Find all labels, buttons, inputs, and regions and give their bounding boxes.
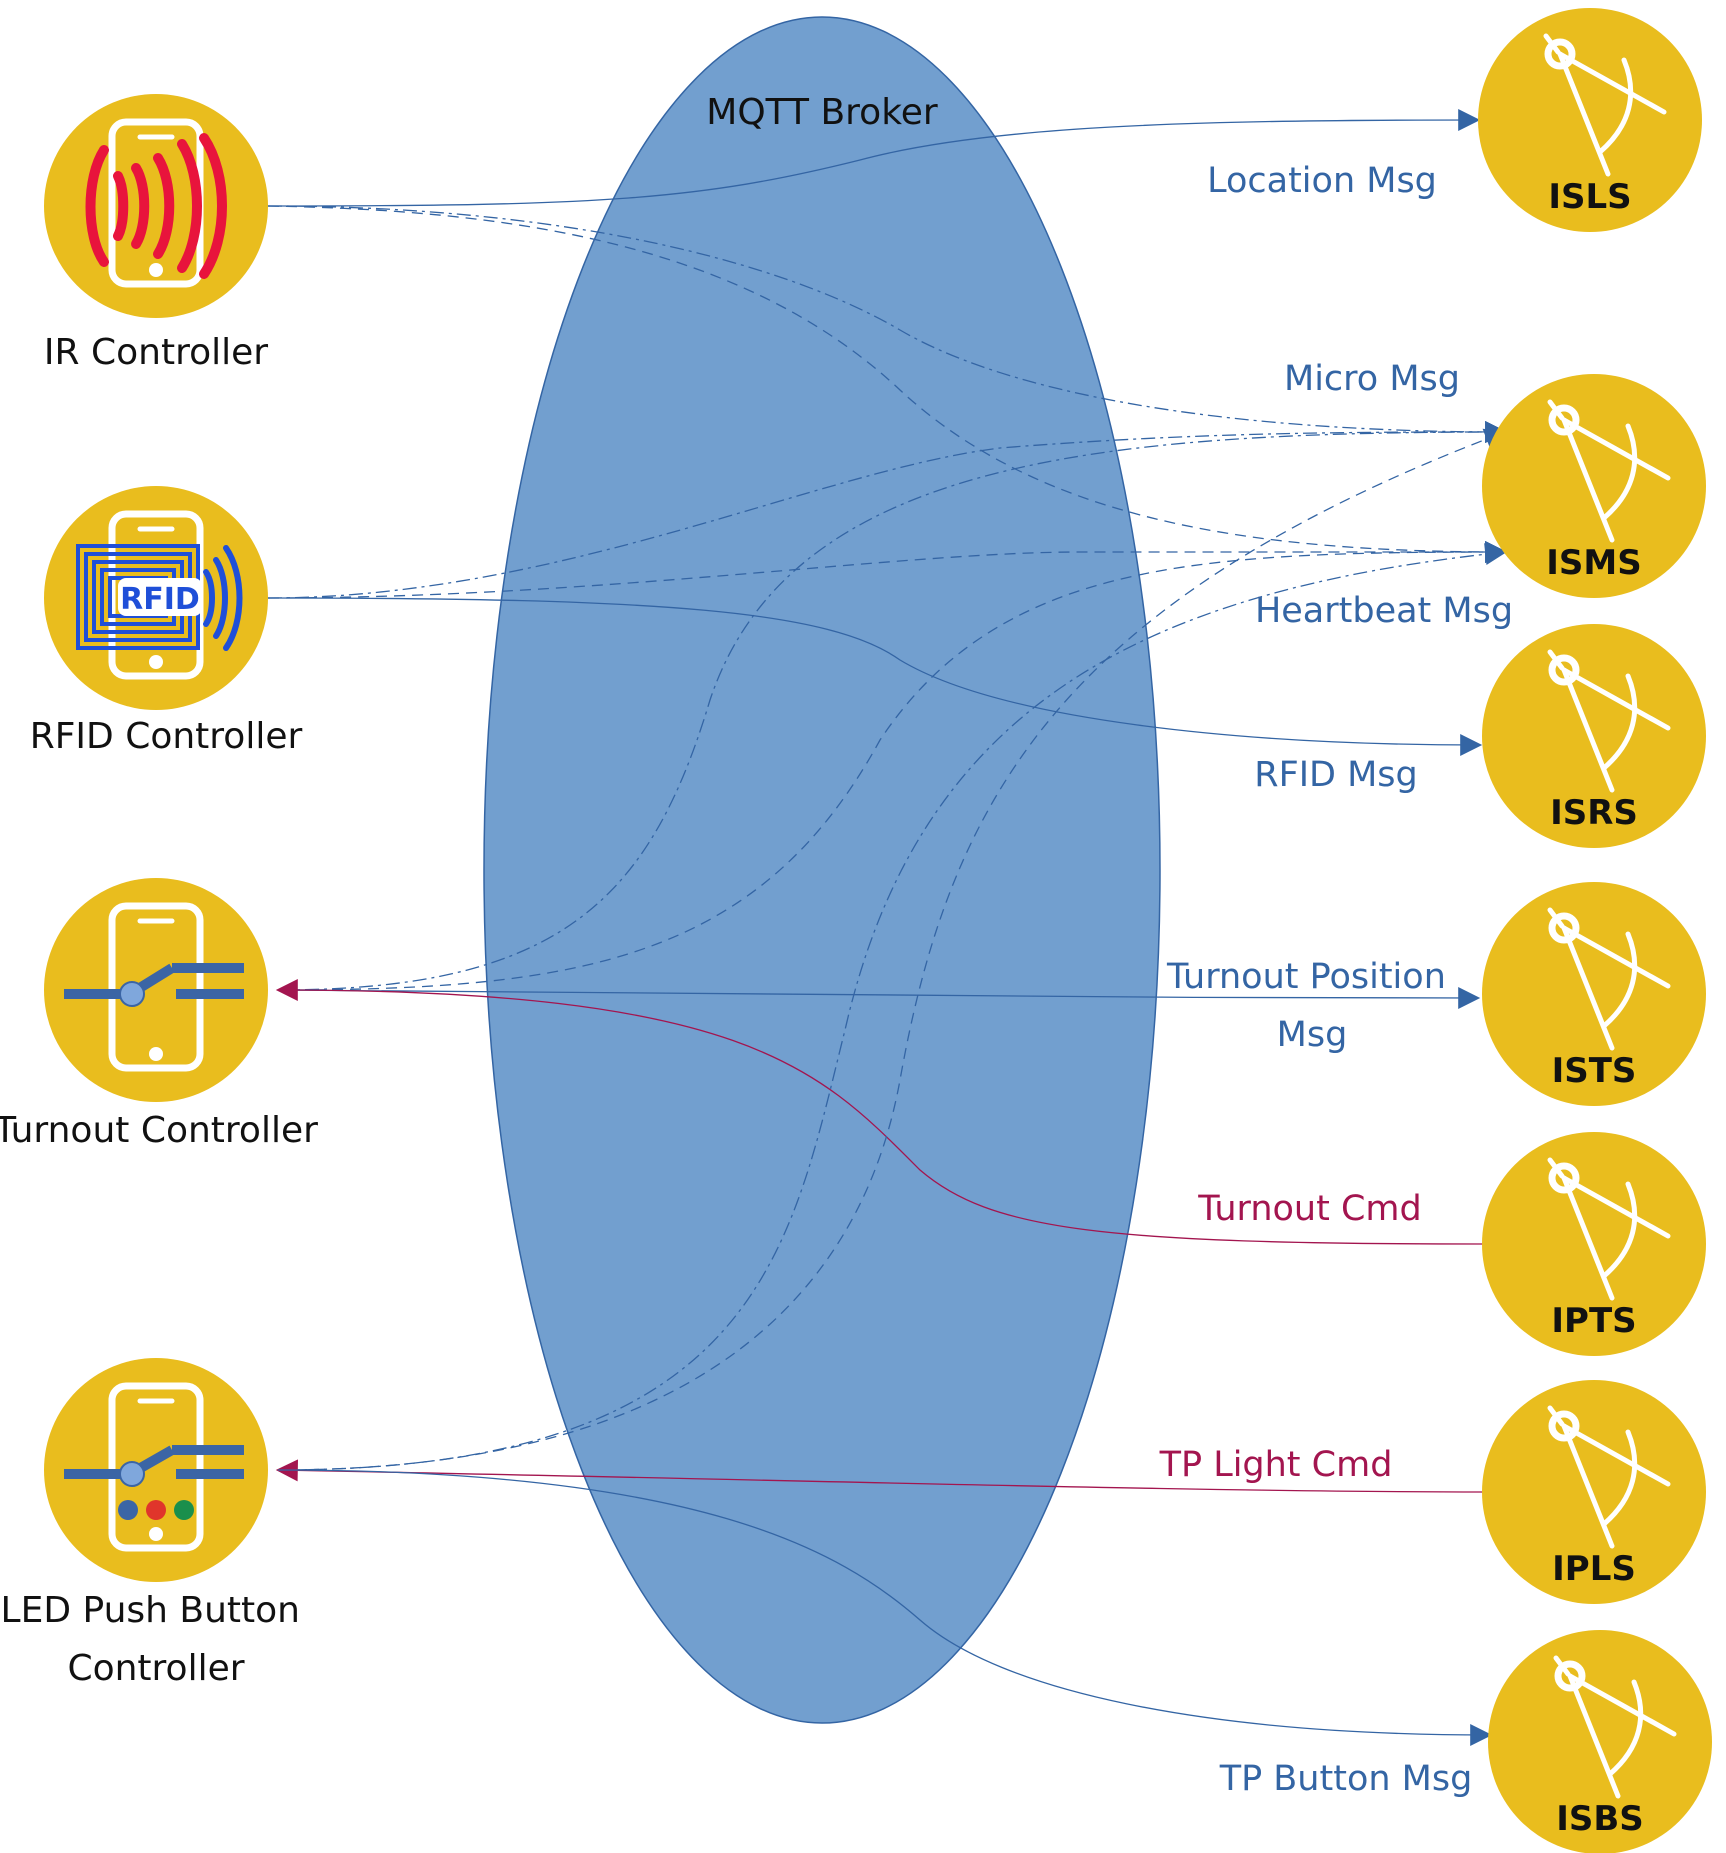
turnout-switch-phone-icon	[64, 902, 244, 1072]
message-labels: Location Msg Micro Msg Heartbeat Msg RFI…	[1159, 161, 1513, 1799]
server-label-ipls: IPLS	[1552, 1549, 1636, 1589]
led-green-indicator	[174, 1500, 194, 1520]
ir-controller-label: IR Controller	[44, 332, 268, 373]
edge-rfid-isms-micro	[267, 421, 1508, 599]
rfid-controller-label: RFID Controller	[30, 716, 303, 757]
server-label-ipts: IPTS	[1551, 1301, 1636, 1341]
label-rfid-msg: RFID Msg	[1254, 755, 1418, 795]
server-label-isrs: ISRS	[1550, 793, 1638, 833]
led-controller-circle	[44, 1358, 268, 1582]
server-label-isls: ISLS	[1548, 177, 1631, 217]
label-turnout-cmd: Turnout Cmd	[1197, 1189, 1421, 1229]
led-push-button-controller-node[interactable]: LED Push Button Controller	[1, 1358, 312, 1689]
connection-lines	[267, 109, 1508, 1746]
server-circle-isrs	[1482, 624, 1706, 848]
turnout-controller-node[interactable]: Turnout Controller	[0, 878, 318, 1151]
compass-icon	[1553, 1655, 1677, 1799]
rfid-phone-icon: RFID	[76, 510, 243, 680]
server-node-isrs[interactable]: ISRS	[1482, 624, 1706, 848]
ir-phone-icon	[85, 118, 227, 288]
label-heartbeat-msg: Heartbeat Msg	[1255, 591, 1513, 631]
edge-led-isms-micro	[277, 543, 1508, 1471]
label-tp-light-cmd: TP Light Cmd	[1159, 1445, 1393, 1485]
server-node-ipts[interactable]: IPTS	[1482, 1132, 1706, 1356]
server-circle-ipls	[1482, 1380, 1706, 1604]
edge-turnout-isms-heartbeat	[277, 541, 1508, 991]
svg-text:RFID: RFID	[120, 582, 200, 617]
edge-ir-isls-location	[267, 109, 1481, 207]
server-node-isms[interactable]: ISMS	[1482, 374, 1706, 598]
edge-turnout-isms-micro	[277, 421, 1508, 991]
compass-icon	[1547, 1157, 1671, 1301]
label-micro-msg: Micro Msg	[1284, 359, 1460, 399]
rfid-controller-node[interactable]: RFID RFID Controller	[30, 486, 303, 757]
led-push-button-phone-icon	[64, 1382, 244, 1552]
server-label-isbs: ISBS	[1556, 1799, 1644, 1839]
compass-icon	[1547, 399, 1671, 543]
server-circle-isls	[1478, 8, 1702, 232]
server-circle-ists	[1482, 882, 1706, 1106]
edge-ipls-led-light-cmd	[275, 1459, 1485, 1493]
edge-rfid-isrs-rfid	[267, 597, 1483, 756]
led-controller-label: LED Push Button Controller	[1, 1590, 312, 1689]
turnout-controller-label: Turnout Controller	[0, 1110, 318, 1151]
led-red-indicator	[146, 1500, 166, 1520]
edge-turnout-ists-position	[277, 986, 1481, 1009]
label-location-msg: Location Msg	[1207, 161, 1437, 201]
server-circle-ipts	[1482, 1132, 1706, 1356]
broker-label: MQTT Broker	[706, 92, 938, 133]
edge-ir-isms-micro	[267, 205, 1508, 443]
server-node-ists[interactable]: ISTS	[1482, 882, 1706, 1106]
compass-icon	[1547, 1405, 1671, 1549]
mqtt-broker	[483, 16, 1161, 1724]
compass-icon	[1543, 33, 1667, 177]
server-circle-isms	[1482, 374, 1706, 598]
compass-icon	[1547, 907, 1671, 1051]
label-tp-button-msg: TP Button Msg	[1219, 1759, 1473, 1799]
server-label-ists: ISTS	[1552, 1051, 1637, 1091]
server-node-isbs[interactable]: ISBS	[1488, 1630, 1712, 1853]
server-nodes: ISLS ISMS ISRS ISTS IPTS IPLS ISBS	[1478, 8, 1712, 1853]
server-circle-isbs	[1488, 1630, 1712, 1853]
server-label-isms: ISMS	[1546, 543, 1641, 583]
edge-ir-isms-heartbeat	[267, 205, 1508, 563]
turnout-controller-circle	[44, 878, 268, 1102]
label-turnout-position-msg: Turnout Position Msg	[1166, 957, 1457, 1055]
led-blue-indicator	[118, 1500, 138, 1520]
server-node-ipls[interactable]: IPLS	[1482, 1380, 1706, 1604]
edge-led-isbs-button	[277, 1469, 1493, 1746]
server-node-isls[interactable]: ISLS	[1478, 8, 1702, 232]
edge-led-isms-heartbeat	[277, 428, 1508, 1471]
controller-nodes: IR Controller RFID	[0, 94, 318, 1689]
compass-icon	[1547, 649, 1671, 793]
ir-controller-node[interactable]: IR Controller	[44, 94, 268, 373]
edge-ipts-turnout-cmd	[275, 979, 1485, 1245]
